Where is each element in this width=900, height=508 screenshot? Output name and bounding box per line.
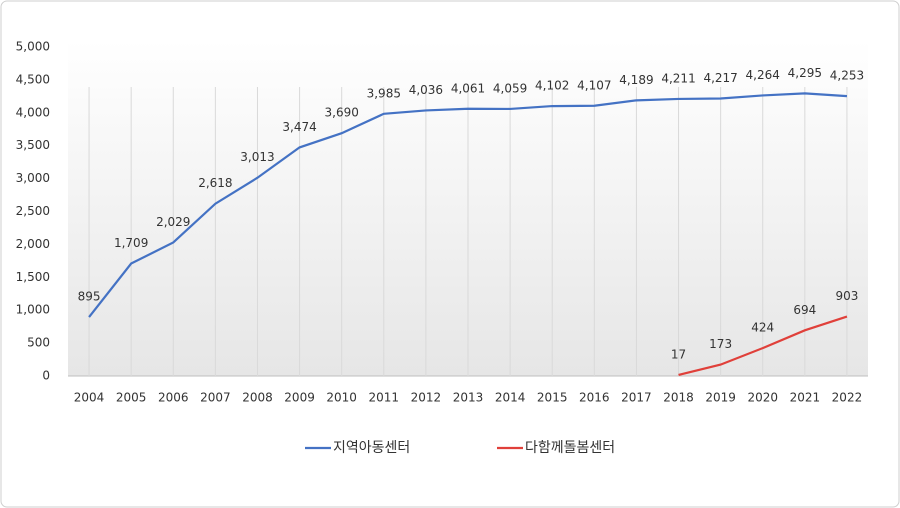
data-label: 2,029 [156, 215, 190, 229]
x-tick-label: 2010 [326, 391, 357, 405]
data-label: 4,264 [746, 68, 780, 82]
data-label: 4,059 [493, 81, 527, 95]
x-tick-label: 2004 [74, 391, 105, 405]
data-label: 4,295 [788, 66, 822, 80]
data-label: 895 [78, 290, 101, 304]
x-tick-label: 2009 [284, 391, 315, 405]
x-tick-label: 2017 [621, 391, 652, 405]
x-tick-label: 2005 [116, 391, 147, 405]
x-tick-label: 2008 [242, 391, 273, 405]
x-tick-label: 2015 [537, 391, 568, 405]
x-tick-label: 2011 [369, 391, 400, 405]
data-label: 173 [709, 337, 732, 351]
data-label: 4,102 [535, 79, 569, 93]
y-tick-label: 2,500 [16, 204, 50, 218]
x-tick-label: 2021 [790, 391, 821, 405]
data-label: 4,107 [577, 78, 611, 92]
x-tick-label: 2019 [705, 391, 736, 405]
y-tick-label: 4,500 [16, 72, 50, 86]
x-tick-label: 2006 [158, 391, 189, 405]
y-tick-label: 3,500 [16, 138, 50, 152]
data-label: 4,036 [409, 83, 443, 97]
data-label: 3,013 [240, 150, 274, 164]
data-label: 424 [751, 321, 774, 335]
data-label: 3,690 [325, 106, 359, 120]
y-tick-label: 1,000 [16, 303, 50, 317]
x-tick-label: 2018 [663, 391, 694, 405]
data-label: 1,709 [114, 236, 148, 250]
y-tick-label: 3,000 [16, 171, 50, 185]
y-tick-label: 2,000 [16, 237, 50, 251]
data-label: 2,618 [198, 176, 232, 190]
series-line [88, 92, 848, 318]
y-tick-label: 0 [42, 369, 50, 383]
x-tick-label: 2016 [579, 391, 610, 405]
data-label: 694 [793, 303, 816, 317]
data-label: 3,474 [282, 120, 316, 134]
data-label: 4,253 [830, 69, 864, 83]
x-tick-label: 2013 [453, 391, 484, 405]
x-tick-label: 2022 [832, 391, 863, 405]
y-tick-label: 4,000 [16, 105, 50, 119]
x-tick-label: 2014 [495, 391, 526, 405]
y-tick-label: 1,500 [16, 270, 50, 284]
y-tick-label: 500 [27, 336, 50, 350]
legend-label: 다함께돌봄센터 [525, 440, 615, 456]
y-tick-label: 5,000 [16, 40, 50, 54]
data-label: 4,189 [619, 73, 653, 87]
x-tick-label: 2012 [411, 391, 442, 405]
x-tick-label: 2020 [747, 391, 778, 405]
data-label: 903 [835, 289, 858, 303]
data-label: 4,217 [703, 71, 737, 85]
data-label: 3,985 [367, 86, 401, 100]
x-tick-label: 2007 [200, 391, 231, 405]
legend-label: 지역아동센터 [333, 440, 410, 456]
data-label: 4,061 [451, 81, 485, 95]
data-label: 4,211 [661, 71, 695, 85]
data-label: 17 [671, 347, 686, 361]
series-line [678, 315, 848, 376]
